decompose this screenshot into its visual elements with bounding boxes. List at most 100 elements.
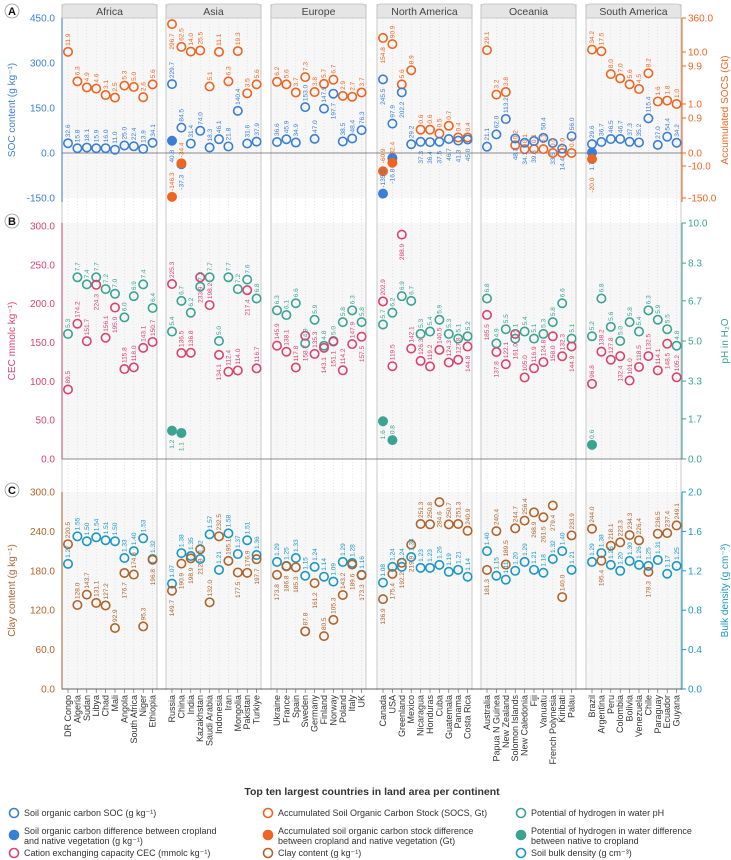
data-label: 233.9 xyxy=(197,286,204,303)
data-point xyxy=(328,576,339,587)
data-point xyxy=(671,560,682,571)
right-axis-tick-label: 0.4 xyxy=(688,645,702,656)
data-label: 218.1 xyxy=(608,523,615,540)
data-label: 105.0 xyxy=(522,355,529,372)
data-label: 195.1 xyxy=(226,538,233,555)
data-point xyxy=(566,131,577,142)
right-axis-tick-label: -150.0 xyxy=(688,194,717,205)
data-label: 62.0 xyxy=(494,115,501,128)
data-point xyxy=(500,324,511,335)
data-point xyxy=(185,138,196,149)
data-point xyxy=(377,416,388,427)
data-label: 18.1 xyxy=(84,129,91,142)
facet-strip xyxy=(165,3,262,19)
country-label: China xyxy=(176,695,186,719)
data-point xyxy=(500,574,511,585)
country-label: Vanuatu xyxy=(538,695,548,728)
data-point xyxy=(318,571,329,582)
data-label: 37.3 xyxy=(418,151,425,164)
data-point xyxy=(643,305,654,316)
data-label: 1.21 xyxy=(455,551,462,564)
left-axis-tick-label: 200.0 xyxy=(30,299,55,310)
data-point xyxy=(557,148,568,159)
left-axis-tick-label: 240.0 xyxy=(30,527,55,538)
data-label: 147.9 xyxy=(321,86,328,103)
data-point xyxy=(596,346,607,357)
data-label: 0.1 xyxy=(522,134,529,143)
data-point xyxy=(128,81,139,92)
data-point xyxy=(281,134,292,145)
data-label: 5.9 xyxy=(437,304,444,313)
data-point xyxy=(547,500,558,511)
data-label: 132.4 xyxy=(617,365,624,382)
data-point xyxy=(138,533,149,544)
data-point xyxy=(281,79,292,90)
data-label: 176.7 xyxy=(122,582,129,599)
data-label: 186.8 xyxy=(284,575,291,592)
data-point xyxy=(328,88,339,99)
left-axis-tick-label: 300.0 xyxy=(30,222,55,233)
data-point xyxy=(633,535,644,546)
data-point xyxy=(633,361,644,372)
data-point xyxy=(271,340,282,351)
data-label: 1.50 xyxy=(112,522,119,535)
data-point xyxy=(176,548,187,559)
data-label: 1.29 xyxy=(274,543,281,556)
legend-marker xyxy=(262,807,274,819)
data-point xyxy=(119,80,130,91)
data-label: 5.3 xyxy=(446,318,453,327)
data-label: 192.2 xyxy=(399,572,406,589)
data-point xyxy=(396,87,407,98)
data-point xyxy=(195,125,206,136)
legend-label: Accumulated Soil Organic Carbon Stock (S… xyxy=(278,808,487,818)
data-label: 1.25 xyxy=(646,547,653,560)
data-label: 105.3 xyxy=(331,597,338,614)
left-axis-tick-label: 0.0 xyxy=(41,149,55,160)
data-point xyxy=(242,138,253,149)
data-point xyxy=(596,555,607,566)
data-point xyxy=(643,113,654,124)
data-point xyxy=(624,555,635,566)
data-point xyxy=(547,137,558,148)
data-point xyxy=(491,129,502,140)
data-point xyxy=(337,365,348,376)
country-label: Canada xyxy=(378,695,388,727)
data-point xyxy=(415,355,426,366)
data-label: 217.4 xyxy=(244,299,251,316)
data-point xyxy=(328,614,339,625)
data-label: 244.0 xyxy=(589,506,596,523)
data-label: 0.4 xyxy=(465,122,472,131)
data-label: 1.2 xyxy=(169,439,176,448)
data-label: -146.3 xyxy=(169,172,176,191)
data-point xyxy=(147,554,158,565)
data-point xyxy=(519,137,530,148)
data-label: 6.9 xyxy=(131,281,138,290)
data-point xyxy=(72,599,83,610)
country-label: Mongolia xyxy=(233,695,243,732)
data-label: 6.8 xyxy=(599,283,606,292)
left-axis-title: CEC mmolc kg⁻¹) xyxy=(7,302,18,381)
data-point xyxy=(290,552,301,563)
country-label: French Polynesia xyxy=(548,695,558,765)
data-point xyxy=(519,556,530,567)
data-label: 144.9 xyxy=(569,355,576,372)
left-axis-tick-label: 50.0 xyxy=(36,416,56,427)
legend-label: Soil organic carbon SOC (g kg⁻¹) xyxy=(24,808,156,818)
data-point xyxy=(167,79,178,90)
data-label: 143.1 xyxy=(140,325,147,342)
legend-marker xyxy=(515,847,527,859)
data-label: 29.6 xyxy=(589,125,596,138)
country-label: Bolivia xyxy=(625,695,635,722)
data-label: 6.3 xyxy=(349,295,356,304)
data-label: 150.7 xyxy=(150,319,157,336)
data-point xyxy=(176,158,187,169)
country-label: New Caledonia xyxy=(520,695,530,756)
data-point xyxy=(605,134,616,145)
data-point xyxy=(662,528,673,539)
data-point xyxy=(662,324,673,335)
data-label: 6.4 xyxy=(150,293,157,302)
data-label: 7.2 xyxy=(235,274,242,283)
legend-label: Soil organic carbon difference between c… xyxy=(24,826,216,836)
data-point xyxy=(643,68,654,79)
data-point xyxy=(528,363,539,374)
